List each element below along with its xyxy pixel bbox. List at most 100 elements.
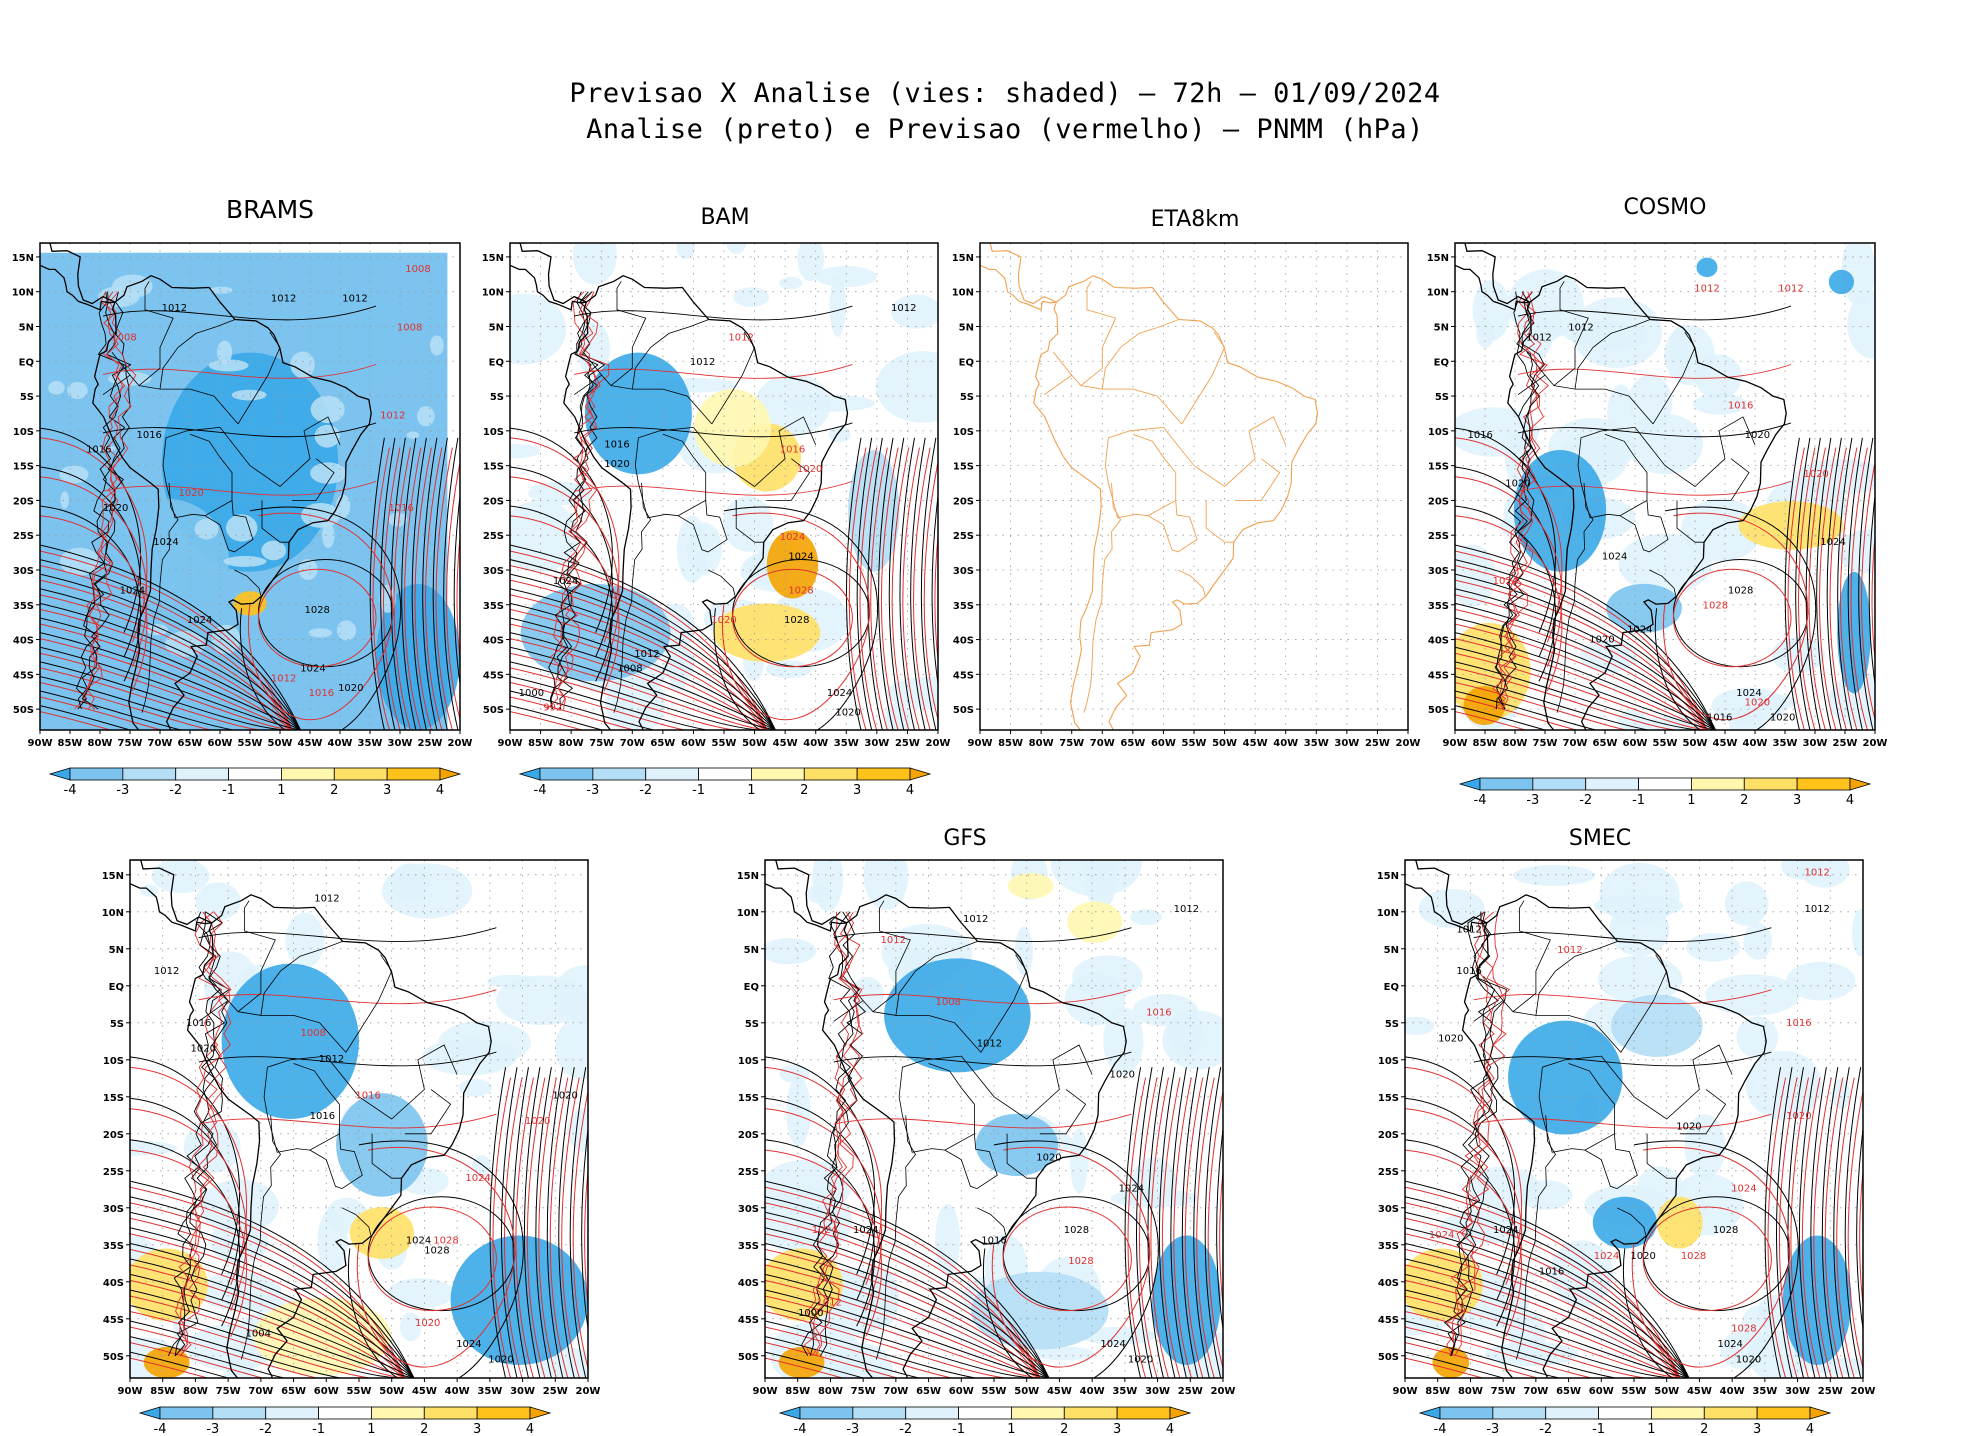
analysis-isobar <box>411 437 427 730</box>
forecast-isobar <box>1405 1066 1523 1285</box>
analysis-isobar <box>1810 1067 1827 1378</box>
isobar-label: 1012 <box>1456 925 1481 936</box>
country-border <box>1616 1207 1647 1236</box>
analysis-isobar <box>983 1140 1159 1378</box>
isobar-label: 1024 <box>553 576 578 587</box>
bias-patch <box>417 406 435 427</box>
lat-tick-label: 15N <box>1427 253 1449 264</box>
bias-patch <box>884 958 1031 1073</box>
analysis-isobar <box>1124 1067 1142 1378</box>
colorbar-label: 1 <box>747 783 755 798</box>
country-border <box>261 500 289 543</box>
country-border <box>573 281 647 396</box>
isobar-label: 1016 <box>1467 430 1492 441</box>
bias-patch <box>209 286 233 294</box>
analysis-isobar <box>1776 1067 1793 1378</box>
bias-patch <box>694 389 772 468</box>
forecast-isobar <box>248 512 394 721</box>
colorbar-label: -3 <box>1526 793 1539 808</box>
lon-tick-label: 45W <box>773 738 798 749</box>
country-border <box>219 416 341 488</box>
bias-patch <box>472 1155 491 1177</box>
bias-patch <box>1405 1248 1483 1322</box>
country-border <box>1649 569 1677 596</box>
forecast-isobar <box>1787 447 1805 730</box>
colorbar-label: 2 <box>1060 1422 1068 1436</box>
isobar-label: 1020 <box>191 1044 216 1055</box>
isobar-label: 1012 <box>1804 904 1829 915</box>
forecast-isobar <box>1127 1077 1147 1378</box>
colorbar-segment <box>1651 1406 1705 1420</box>
coastline <box>510 243 587 305</box>
analysis-isobar <box>1193 1067 1210 1378</box>
colorbar-label: 3 <box>853 783 861 798</box>
lat-tick-label: 15N <box>952 253 974 264</box>
lat-tick-label: 5S <box>1435 392 1449 403</box>
forecast-isobar <box>1405 1149 1523 1337</box>
forecast-isobar <box>130 1357 405 1378</box>
forecast-isobar <box>1455 652 1708 730</box>
isobar-label: 1012 <box>271 673 296 684</box>
forecast-isobar <box>510 608 768 730</box>
bias-patch <box>67 381 88 399</box>
lat-tick-label: 10S <box>483 427 504 438</box>
isobar-label: 1020 <box>1036 1152 1061 1163</box>
forecast-isobar <box>357 1147 516 1368</box>
analysis-isobar <box>765 1196 1050 1378</box>
analysis-isobar <box>174 911 229 1357</box>
colorbar-label: -3 <box>206 1422 219 1436</box>
isobar-label: 992 <box>543 703 562 714</box>
colorbar-label: -1 <box>952 1422 965 1436</box>
country-border <box>1556 482 1594 713</box>
isobar-label: 1024 <box>153 537 178 548</box>
isobar-label: 1016 <box>310 1111 335 1122</box>
lon-tick-label: 65W <box>1120 738 1145 749</box>
analysis-isobar <box>765 1097 876 1301</box>
lat-tick-label: 10N <box>1377 908 1399 919</box>
main-title: Previsao X Analise (vies: shaded) — 72h … <box>569 78 1441 109</box>
forecast-isobar <box>1405 1248 1681 1378</box>
forecast-isobar <box>765 1186 1041 1378</box>
colorbar-segment <box>439 767 462 781</box>
lat-tick-label: 25S <box>1428 531 1449 542</box>
lon-tick-label: 55W <box>238 738 263 749</box>
bias-patch <box>797 243 825 282</box>
bias-patch <box>151 860 210 894</box>
analysis-isobar <box>40 427 141 633</box>
coastline <box>40 264 116 311</box>
lon-tick-label: 70W <box>148 738 173 749</box>
country-border <box>198 900 276 1022</box>
isobar-label: 1020 <box>1110 1070 1135 1081</box>
colorbar-label: -1 <box>1592 1422 1605 1436</box>
forecast-isobar <box>456 532 460 664</box>
analysis-isobar <box>130 1351 414 1378</box>
isobar-label: 1016 <box>388 503 413 514</box>
coastline <box>1033 275 1319 730</box>
forecast-isobar <box>765 1108 883 1311</box>
forecast-isobar <box>880 447 899 730</box>
isobar-label: 1012 <box>816 1297 841 1308</box>
lat-tick-label: 25S <box>483 531 504 542</box>
coastline <box>980 243 1057 305</box>
coastline <box>130 883 212 932</box>
analysis-isobar <box>1473 1051 1772 1067</box>
country-border <box>208 975 229 1001</box>
isobar-label: 1016 <box>86 444 111 455</box>
lon-tick-label: 40W <box>328 738 353 749</box>
analysis-isobar <box>102 422 377 438</box>
analysis-isobar <box>510 588 776 730</box>
country-border <box>1646 1133 1677 1179</box>
isobar-label: 1016 <box>604 440 629 451</box>
analysis-isobar <box>1858 437 1874 730</box>
isobar-label: 1008 <box>397 323 422 334</box>
lat-tick-label: 15S <box>1378 1093 1399 1104</box>
country-border <box>102 281 174 396</box>
lat-tick-label: 5S <box>20 392 34 403</box>
country-border <box>263 1055 340 1153</box>
lat-tick-label: 20S <box>1428 496 1449 507</box>
analysis-isobar <box>1136 1067 1153 1378</box>
forecast-isobar <box>504 1077 523 1378</box>
map-panel-eta8km: 90W 85W 80W 75W 70W 65W 60W 55W 50W 45W 40W 35W 30W 2… <box>952 242 1420 749</box>
coastline <box>92 274 372 730</box>
forecast-isobar <box>130 1149 248 1337</box>
